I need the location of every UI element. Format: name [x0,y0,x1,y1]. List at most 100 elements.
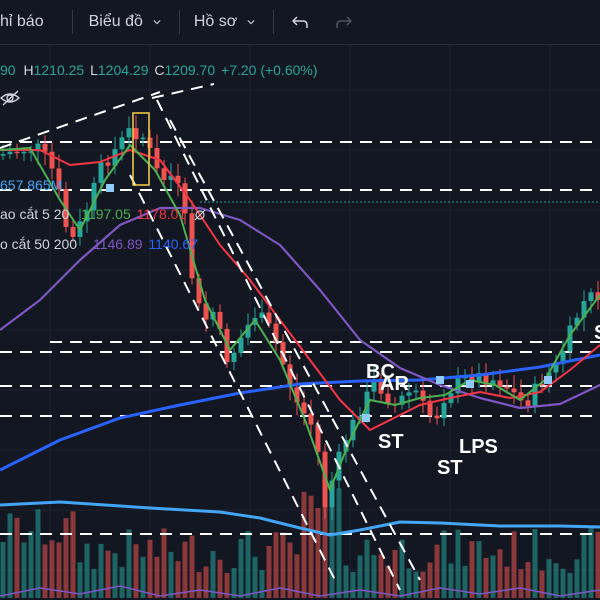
volume-bar [399,539,405,598]
label-st-2: ST [437,457,463,479]
candle-body [56,168,62,190]
candle-body [217,311,223,329]
candle-body [42,143,48,152]
candle-body [581,301,587,318]
volume-bar [441,530,447,598]
volume-ma-line [0,500,600,537]
signal-marker [106,184,114,192]
volume-bar [511,531,517,598]
candle-body [371,379,377,392]
candle-body [441,402,447,419]
volume-bar [119,567,125,598]
candle-body [322,451,328,508]
candle-body [532,383,538,406]
candle-body [539,383,545,386]
ma-50-200-label: o cắt 50 200 [0,236,78,252]
candle-body [350,419,356,441]
volume-bar [252,556,258,598]
volume-bar [455,529,461,598]
visibility-off-icon[interactable] [194,209,206,221]
volume-bar [259,569,265,598]
candle-body [476,373,482,383]
volume-value: 657.865M [0,177,63,193]
candle-body [483,373,489,385]
volume-bar [308,495,314,598]
volume-bar [91,568,97,598]
eye-slash-icon[interactable] [0,88,22,108]
price-chart[interactable]: BC AR ST ST LPS S [0,45,600,600]
candle-body [294,387,300,403]
signal-marker [362,414,370,422]
close-label: C [154,62,165,78]
candle-body [14,151,20,154]
volume-bar [301,491,307,598]
volume-bar [595,531,600,598]
volume-bar [63,518,69,598]
ma-20-value: 1178.01 [136,206,187,222]
volume-bar [280,532,286,598]
volume-bar [21,542,27,598]
volume-bar [378,554,384,598]
toolbar-divider [273,10,275,34]
volume-bar [217,559,223,598]
volume-bar [238,538,244,598]
volume-bar [546,559,552,598]
candle-body [273,323,279,343]
volume-bar [581,533,587,598]
ohlc-legend: 90 H1210.25 L1204.29 C1209.70 +7.20 (+0.… [0,62,318,78]
volume-bar [462,565,468,598]
candle-body [308,413,314,425]
candle-body [399,395,405,405]
volume-bar [203,566,209,598]
candle-body [231,352,237,363]
profile-button[interactable]: Hồ sơ [180,0,265,44]
volume-bar [294,554,300,598]
volume-bar [343,565,349,598]
ma-200-line [0,353,600,472]
volume-bar [357,555,363,598]
volume-bar [476,541,482,598]
volume-bar [266,545,272,598]
trend-line [129,174,336,581]
volume-bar [28,531,34,598]
undo-button[interactable] [278,0,322,44]
high-label: H [23,62,34,78]
ma-50-line [0,206,600,410]
trend-line [169,119,421,581]
candle-body [504,387,510,389]
volume-bar [154,556,160,598]
chart-type-button[interactable]: Biểu đồ [73,0,171,44]
redo-button[interactable] [322,0,366,44]
chevron-down-icon [153,20,161,25]
volume-bar [189,535,195,598]
low-value: 1204.29 [97,62,149,78]
volume-bar [539,570,545,598]
volume-bar [7,513,13,598]
open-value: 90 [0,62,16,78]
wyckoff-labels: BC AR ST ST LPS S [366,322,600,479]
volume-bar [469,541,475,598]
candle-body [455,378,461,394]
volume-legend: 657.865M [0,177,62,193]
volume-bar [77,562,83,598]
volume-bar [245,531,251,598]
signal-marker [436,376,444,384]
volume-bar [224,572,230,598]
candle-body [21,151,27,154]
ma-5-20-legend: ao cắt 5 20 1197.05 1178.01 [0,206,206,222]
volume-bar [532,529,538,598]
candle-body [140,137,146,140]
indicators-button[interactable]: hỉ báo [0,0,54,44]
volume-bar [392,550,398,598]
top-toolbar: hỉ báo Biểu đồ Hồ sơ [0,0,600,45]
candle-body [406,392,412,396]
volume-bar [364,539,370,598]
ma-200-value: 1140.67 [148,236,198,252]
trend-channel-lines [0,83,421,591]
candle-body [560,351,566,364]
volume-bar [56,542,62,598]
volume-bar [14,517,20,598]
moving-averages [0,144,600,597]
label-st-1: ST [378,431,404,453]
redo-icon [336,16,353,28]
